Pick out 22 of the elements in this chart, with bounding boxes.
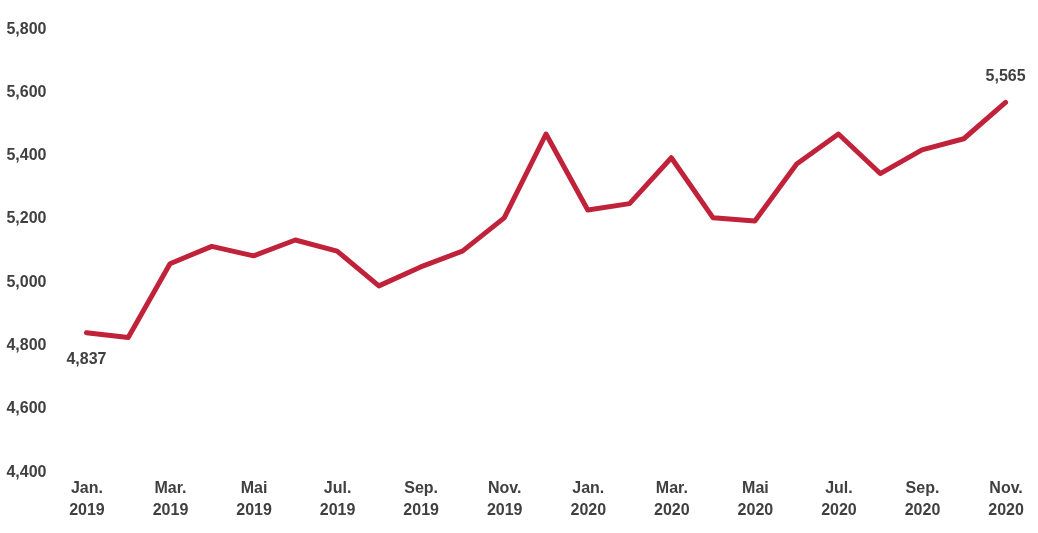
y-tick-label: 5,800: [6, 19, 47, 37]
x-tick-label: Sep. 2019: [403, 478, 440, 518]
y-tick-label: 4,600: [6, 399, 47, 417]
x-tick-label: Mai 2020: [737, 478, 774, 518]
x-tick-label: Mar. 2019: [152, 478, 189, 518]
x-tick-label: Jul. 2020: [821, 478, 857, 518]
x-tick-label: Nov. 2020: [988, 478, 1024, 518]
y-tick-label: 5,400: [6, 146, 47, 164]
x-tick-label: Mai 2019: [236, 478, 272, 518]
y-tick-label: 4,400: [6, 462, 47, 480]
y-tick-label: 5,200: [6, 209, 47, 227]
data-label: 4,837: [66, 349, 107, 367]
data-label: 5,565: [985, 67, 1026, 85]
y-tick-label: 5,000: [6, 272, 47, 290]
x-tick-label: Jul. 2019: [319, 478, 356, 518]
x-tick-label: Jan. 2019: [69, 478, 105, 518]
x-tick-label: Sep. 2020: [904, 478, 941, 518]
x-tick-label: Mar. 2020: [654, 478, 690, 518]
x-tick-label: Nov. 2019: [486, 478, 523, 518]
y-tick-label: 5,600: [6, 82, 47, 100]
y-tick-label: 4,800: [6, 335, 47, 353]
x-tick-label: Jan. 2020: [570, 478, 607, 518]
